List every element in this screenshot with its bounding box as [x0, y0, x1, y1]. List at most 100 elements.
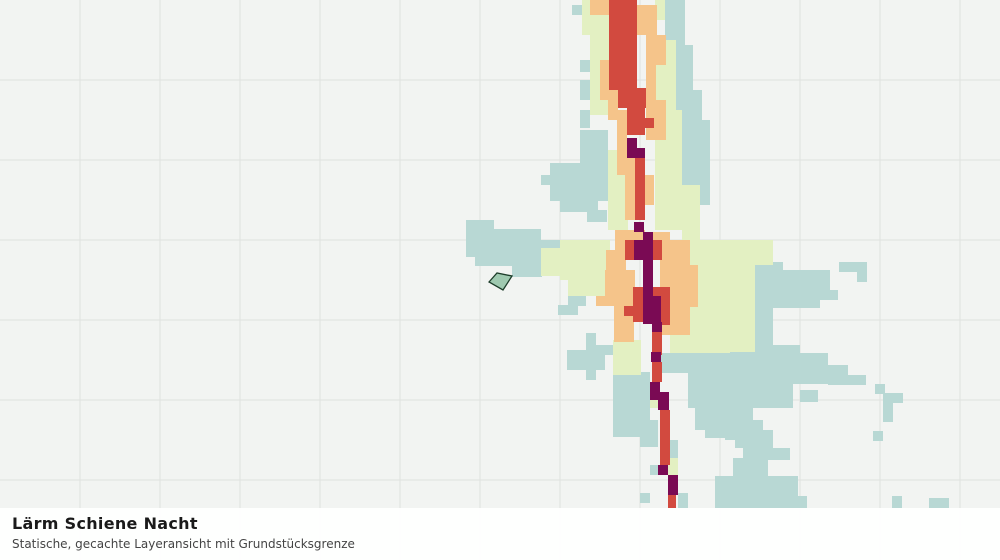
info-panel: Lärm Schiene Nacht Statische, gecachte L… — [0, 508, 1000, 560]
noise-cell — [873, 431, 883, 441]
noise-cell — [512, 265, 542, 277]
noise-cell — [560, 200, 598, 212]
noise-cell — [634, 240, 652, 260]
noise-cell — [682, 185, 700, 240]
noise-cell — [651, 352, 661, 362]
noise-cell — [644, 118, 654, 128]
noise-cell — [755, 270, 830, 290]
noise-cell — [875, 384, 885, 394]
noise-cell — [541, 248, 571, 276]
noise-cell — [780, 476, 798, 496]
noise-cell — [658, 392, 669, 410]
noise-cell — [568, 278, 608, 296]
noise-cell — [633, 287, 643, 322]
noise-cell — [630, 372, 650, 382]
noise-zone-high — [590, 0, 698, 342]
noise-cell — [668, 440, 678, 458]
noise-cell — [635, 155, 645, 220]
noise-cell — [567, 350, 605, 370]
noise-cell — [625, 240, 635, 260]
noise-cell — [650, 465, 660, 475]
noise-cell — [820, 290, 838, 300]
noise-cell — [705, 428, 725, 438]
noise-zone-medium — [541, 0, 773, 476]
noise-cell — [665, 0, 685, 45]
noise-cell — [652, 322, 662, 332]
noise-cell — [929, 498, 949, 508]
noise-cell — [596, 296, 616, 306]
noise-cell — [627, 148, 645, 158]
noise-cell — [643, 232, 653, 297]
noise-cell — [640, 493, 650, 503]
noise-cell — [540, 240, 560, 248]
noise-zone-extreme — [627, 138, 678, 495]
noise-cell — [582, 0, 590, 35]
noise-cell — [755, 288, 820, 308]
noise-cell — [572, 5, 582, 15]
noise-cell — [586, 333, 596, 353]
noise-zone-very-high — [609, 0, 676, 508]
noise-cell — [883, 393, 903, 403]
noise-cell — [892, 496, 902, 508]
noise-cell — [634, 222, 644, 232]
noise-cell — [568, 296, 586, 306]
panel-title: Lärm Schiene Nacht — [12, 514, 198, 533]
noise-cell — [608, 90, 618, 120]
noise-cell — [660, 353, 828, 373]
noise-cell — [652, 330, 662, 355]
parcel-boundary[interactable] — [487, 272, 514, 291]
noise-cell — [605, 270, 635, 300]
noise-cell — [678, 493, 688, 508]
noise-cell — [600, 60, 610, 100]
noise-cell — [655, 0, 665, 20]
noise-cell — [660, 295, 670, 325]
noise-cell — [668, 458, 678, 476]
noise-cell — [558, 305, 578, 315]
noise-cell — [644, 175, 654, 205]
panel-subtitle: Statische, gecachte Layeransicht mit Gru… — [12, 537, 355, 551]
noise-cell — [541, 175, 553, 185]
noise-cell — [660, 410, 670, 465]
noise-cell — [688, 383, 793, 408]
noise-cell — [838, 375, 866, 385]
noise-cell — [609, 0, 637, 90]
noise-cell — [668, 493, 676, 508]
noise-cell — [839, 262, 867, 272]
noise-cell — [590, 0, 610, 15]
noise-cell — [606, 250, 626, 270]
noise-cell — [580, 110, 590, 128]
noise-cell — [743, 448, 790, 460]
noise-cell — [652, 287, 670, 297]
noise-cell — [646, 35, 666, 65]
noise-cell — [617, 110, 627, 175]
noise-cell — [688, 372, 828, 384]
noise-cell — [883, 402, 893, 422]
noise-cell — [618, 88, 646, 108]
noise-cell — [797, 496, 807, 508]
noise-cell — [586, 368, 596, 380]
noise-cell — [857, 270, 867, 282]
noise-cell — [800, 390, 818, 402]
noise-cell — [580, 60, 590, 72]
noise-cell — [550, 163, 608, 201]
noise-cell — [475, 256, 541, 266]
noise-cell — [580, 80, 592, 100]
noise-cell — [624, 306, 634, 316]
noise-cell — [613, 340, 641, 375]
noise-cell — [646, 65, 656, 105]
noise-cell — [646, 100, 666, 140]
noise-cell — [622, 372, 632, 382]
noise-cell — [733, 458, 768, 478]
noise-cell — [658, 465, 668, 475]
noise-cell — [627, 105, 645, 135]
noise-cell — [580, 130, 608, 165]
noise-cell — [652, 240, 662, 260]
noise-cell — [587, 210, 607, 222]
noise-cell — [596, 345, 614, 355]
noise-cell — [625, 155, 635, 220]
noise-cell — [650, 382, 660, 400]
noise-cell — [650, 396, 660, 408]
